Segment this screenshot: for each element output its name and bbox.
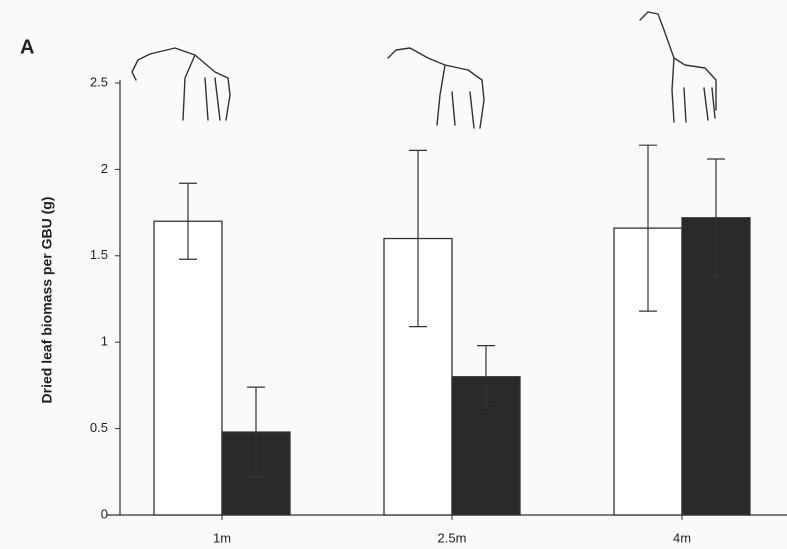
y-axis-label: Dried leaf biomass per GBU (g) <box>39 197 55 404</box>
y-tick-label: 1.5 <box>90 247 108 262</box>
chart: A Dried leaf biomass per GBU (g) 0 0.5 1 1.… <box>0 0 787 549</box>
x-tick-label: 1m <box>213 530 231 545</box>
y-tick-label: 1 <box>101 334 108 349</box>
y-tick-label: 0.5 <box>90 420 108 435</box>
x-tick-label: 4m <box>673 530 691 545</box>
panel-label: A <box>20 36 34 58</box>
x-tick-label: 2.5m <box>438 530 467 545</box>
y-tick-label: 2.5 <box>90 74 108 89</box>
y-tick-label: 2 <box>101 161 108 176</box>
y-tick-label: 0 <box>101 506 108 521</box>
bar <box>154 221 222 515</box>
